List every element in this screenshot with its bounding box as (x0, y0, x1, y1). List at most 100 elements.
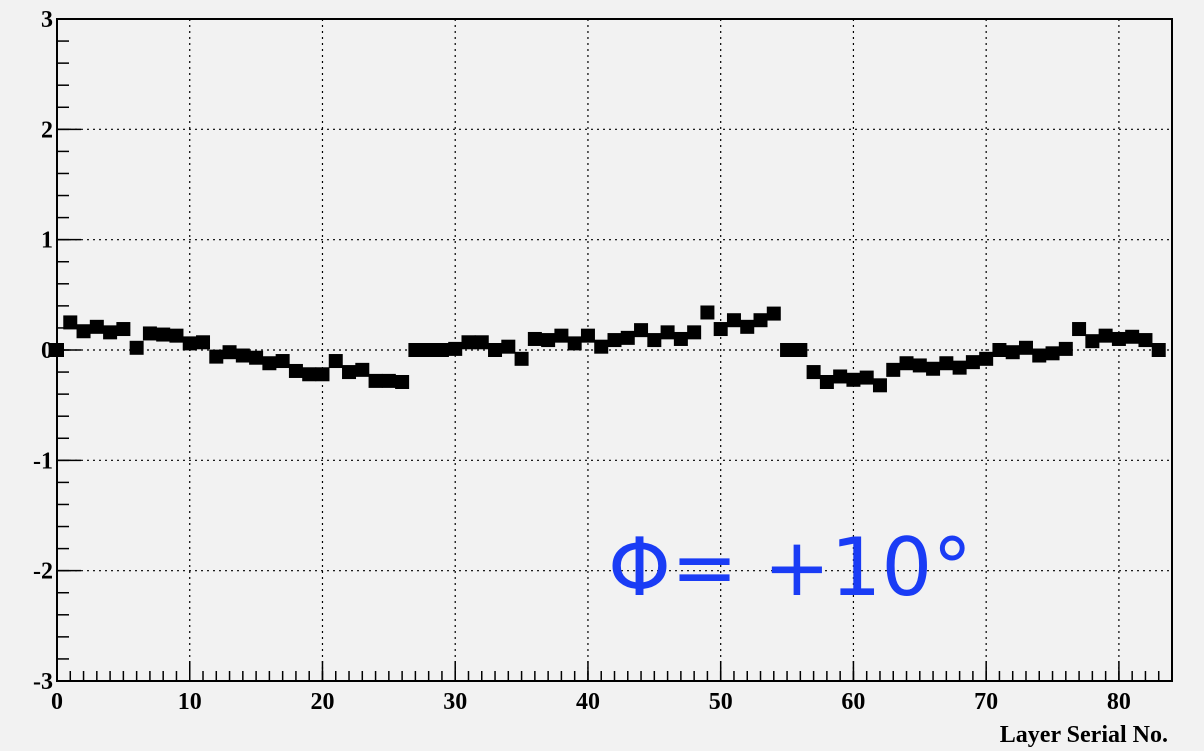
marker (368, 373, 383, 388)
marker (793, 343, 808, 357)
marker (541, 333, 556, 348)
annotation: Φ= +10° (608, 521, 972, 614)
marker (275, 354, 290, 369)
y-tick-label: -1 (33, 448, 53, 474)
marker (235, 348, 250, 363)
marker (434, 343, 449, 357)
marker (1005, 345, 1020, 360)
x-tick-label: 0 (51, 689, 63, 715)
y-tick-label: -3 (33, 669, 53, 695)
marker (63, 315, 78, 330)
marker (448, 341, 463, 356)
marker (103, 325, 118, 340)
marker (660, 325, 675, 340)
marker (912, 358, 927, 373)
marker (1151, 343, 1166, 357)
marker (965, 355, 980, 370)
y-tick-label: 2 (41, 117, 53, 143)
marker (381, 373, 396, 388)
marker (342, 365, 357, 380)
marker (395, 374, 410, 389)
y-tick-label: 3 (41, 7, 53, 33)
marker (328, 354, 343, 369)
marker (501, 339, 516, 354)
marker (50, 343, 64, 357)
x-tick-label: 80 (1107, 689, 1131, 715)
marker (673, 331, 688, 346)
marker (1111, 331, 1126, 346)
x-tick-label: 50 (709, 689, 733, 715)
marker (740, 319, 755, 334)
x-axis-label: Layer Serial No. (1000, 722, 1168, 748)
marker (899, 356, 914, 371)
marker (355, 362, 370, 377)
marker (514, 351, 529, 366)
marker (1032, 348, 1047, 363)
marker (872, 378, 887, 393)
x-tick-label: 60 (841, 689, 865, 715)
marker (952, 360, 967, 375)
marker (288, 363, 303, 378)
marker (713, 322, 728, 337)
marker (886, 362, 901, 377)
x-tick-label: 30 (443, 689, 467, 715)
marker (89, 319, 104, 334)
marker (408, 343, 423, 357)
marker (833, 369, 848, 384)
marker (594, 339, 609, 354)
marker (700, 305, 715, 320)
marker (939, 356, 954, 371)
marker (1058, 341, 1073, 356)
marker (421, 343, 436, 357)
x-tick-label: 70 (974, 689, 998, 715)
marker (116, 322, 131, 337)
marker (766, 306, 781, 321)
marker (1072, 322, 1087, 337)
marker (859, 370, 874, 385)
marker (580, 328, 595, 343)
marker (806, 365, 821, 380)
marker (1045, 346, 1060, 361)
marker (129, 340, 144, 355)
x-tick-label: 10 (178, 689, 202, 715)
marker (1085, 334, 1100, 349)
marker (1018, 340, 1033, 355)
marker (488, 343, 503, 357)
marker (926, 361, 941, 376)
marker (474, 335, 489, 350)
marker (196, 335, 211, 350)
marker (527, 331, 542, 346)
marker (222, 345, 237, 360)
marker (461, 335, 476, 350)
marker (554, 328, 569, 343)
marker (726, 313, 741, 328)
marker (249, 350, 264, 365)
marker (567, 336, 582, 351)
marker (1098, 328, 1113, 343)
x-tick-label: 20 (310, 689, 334, 715)
marker (302, 367, 317, 382)
marker (647, 333, 662, 348)
marker (262, 356, 277, 371)
y-tick-label: -2 (33, 559, 53, 585)
marker (992, 343, 1007, 357)
marker (142, 326, 157, 341)
marker (687, 325, 702, 340)
marker (846, 372, 861, 387)
marker (1125, 329, 1140, 344)
marker (753, 313, 768, 328)
marker (1138, 333, 1153, 348)
marker (315, 367, 330, 382)
marker (209, 349, 224, 364)
marker (620, 330, 635, 345)
marker (780, 343, 795, 357)
marker (819, 374, 834, 389)
marker (634, 323, 649, 338)
marker (169, 328, 184, 343)
marker (182, 336, 197, 351)
marker (76, 324, 91, 339)
marker (156, 327, 171, 342)
marker (607, 333, 622, 348)
x-tick-label: 40 (576, 689, 600, 715)
